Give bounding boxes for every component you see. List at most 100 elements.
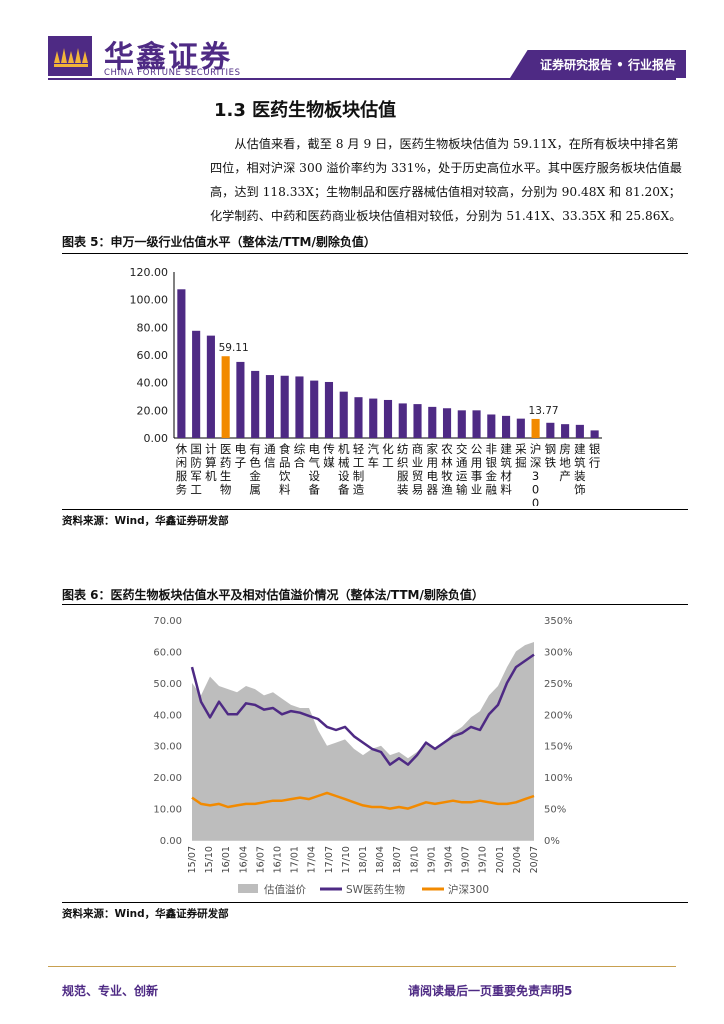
x-category-label: 农林牧渔	[441, 442, 453, 497]
header-divider	[48, 78, 676, 80]
figure-5-title: 图表 5：申万一级行业估值水平（整体法/TTM/剔除负值）	[62, 235, 376, 249]
bar	[561, 424, 570, 438]
bar	[398, 403, 407, 438]
figure-6-bottom-rule	[62, 902, 688, 903]
bar	[442, 408, 452, 438]
x-tick-label: 18/04	[375, 846, 386, 873]
bar	[531, 418, 540, 438]
bar	[192, 330, 201, 438]
x-category-label: 公用事业	[471, 442, 483, 497]
x-tick-label: 20/04	[512, 846, 523, 873]
x-tick-label: 20/01	[495, 846, 506, 873]
bar	[265, 375, 274, 438]
bar	[354, 397, 363, 438]
pharma-valuation-line-chart: 70.00 60.00 50.00 40.00 30.00 20.00 10.00 0.00 3…	[130, 612, 590, 906]
bar-chart-svg: 120.00 100.00 80.00 60.00 40.00 20.00 0.00 休闲服务…	[130, 266, 602, 510]
x-tick-label: 19/04	[444, 846, 455, 873]
footer-slogan: 规范、专业、创新	[62, 984, 159, 998]
x-category-label: 通信	[264, 442, 276, 470]
bar	[516, 418, 525, 438]
x-tick-label: 19/07	[461, 846, 472, 873]
x-tick-label: 18/01	[358, 846, 369, 873]
bar	[575, 424, 584, 438]
left-y-tick-label: 0.00	[160, 836, 182, 847]
x-category-label: 建筑装饰	[574, 442, 586, 497]
x-category-label: 非银金融	[486, 442, 498, 497]
left-y-tick-label: 40.00	[153, 710, 182, 721]
x-tick-label: 16/10	[273, 846, 284, 873]
bar-data-label: 59.11	[219, 342, 249, 354]
footer-disclaimer-note: 请阅读最后一页重要免责声明5	[408, 984, 573, 998]
left-y-tick-label: 70.00	[153, 616, 182, 627]
footer-divider	[48, 966, 676, 967]
legend-label: SW医药生物	[346, 883, 405, 896]
bar	[177, 289, 186, 438]
bar	[383, 399, 393, 438]
bar	[502, 415, 511, 438]
x-category-label: 轻工制造	[353, 442, 365, 497]
bar	[546, 422, 555, 438]
company-logo-subtitle: CHINA FORTUNE SECURITIES	[104, 68, 241, 78]
legend-label: 沪深300	[448, 883, 489, 896]
line-series	[190, 653, 535, 766]
company-logo-icon	[48, 36, 92, 76]
bar	[324, 381, 334, 438]
bar	[295, 376, 304, 438]
x-category-label: 电子	[235, 442, 247, 470]
line-series	[191, 791, 535, 810]
x-category-label: 商业贸易	[412, 442, 424, 497]
bar	[206, 335, 215, 438]
right-y-tick-label: 50%	[544, 805, 566, 816]
x-category-label: 机械设备	[338, 442, 350, 497]
y-tick-label: 40.00	[137, 377, 169, 390]
right-y-tick-label: 350%	[544, 616, 573, 627]
x-category-label: 化工	[382, 442, 394, 470]
bar	[251, 370, 260, 438]
body-paragraph-block: 从估值来看，截至 8 月 9 日，医药生物板块估值为 59.11X，在所有板块中…	[210, 132, 688, 228]
y-tick-label: 100.00	[130, 294, 169, 307]
x-tick-label: 16/04	[238, 846, 249, 873]
bar	[236, 361, 245, 438]
bar	[457, 410, 466, 438]
x-category-label: 电气设备	[308, 442, 320, 497]
x-category-label: 传媒	[323, 442, 335, 470]
left-y-tick-label: 10.00	[153, 805, 182, 816]
left-y-tick-label: 20.00	[153, 773, 182, 784]
x-category-label: 建筑材料	[500, 442, 512, 497]
bar	[590, 430, 599, 438]
right-y-tick-label: 300%	[544, 647, 573, 658]
bar	[339, 391, 348, 438]
figure-5-source: 资料来源：Wind，华鑫证券研发部	[62, 515, 229, 527]
figure-6-title: 图表 6：医药生物板块估值水平及相对估值溢价情况（整体法/TTM/剔除负值）	[62, 588, 484, 602]
line-chart-svg: 70.00 60.00 50.00 40.00 30.00 20.00 10.00 0.00 3…	[153, 616, 573, 896]
x-tick-label: 18/10	[409, 846, 420, 873]
legend-swatch	[238, 884, 258, 893]
right-y-tick-label: 100%	[544, 773, 573, 784]
x-tick-label: 15/10	[204, 846, 215, 873]
bar	[221, 356, 230, 438]
left-y-tick-label: 50.00	[153, 679, 182, 690]
header-tag-banner	[510, 50, 686, 78]
bar	[369, 398, 378, 438]
premium-area-series	[192, 642, 534, 840]
x-category-label: 采掘	[515, 442, 527, 470]
x-category-label: 家用电器	[427, 442, 439, 497]
x-tick-label: 17/07	[324, 846, 335, 873]
x-category-label: 综合	[294, 442, 306, 470]
x-category-label: 食品饮料	[279, 442, 291, 497]
x-category-label: 休闲服务	[176, 442, 188, 497]
bar	[487, 414, 496, 438]
x-tick-label: 19/10	[478, 846, 489, 873]
left-y-tick-label: 30.00	[153, 742, 182, 753]
bar	[428, 406, 437, 438]
report-type-label: 证券研究报告 • 行业报告	[540, 58, 677, 72]
x-category-label: 国防军工	[190, 442, 202, 497]
x-tick-label: 19/01	[426, 846, 437, 873]
right-y-tick-label: 250%	[544, 679, 573, 690]
x-category-label: 有色金属	[249, 442, 261, 497]
x-tick-label: 20/07	[529, 846, 540, 873]
x-category-label: 交通运输	[456, 442, 468, 497]
x-category-label: 银行	[589, 442, 601, 470]
company-logo-text: 华鑫证券	[104, 40, 232, 75]
y-tick-label: 120.00	[130, 266, 169, 279]
